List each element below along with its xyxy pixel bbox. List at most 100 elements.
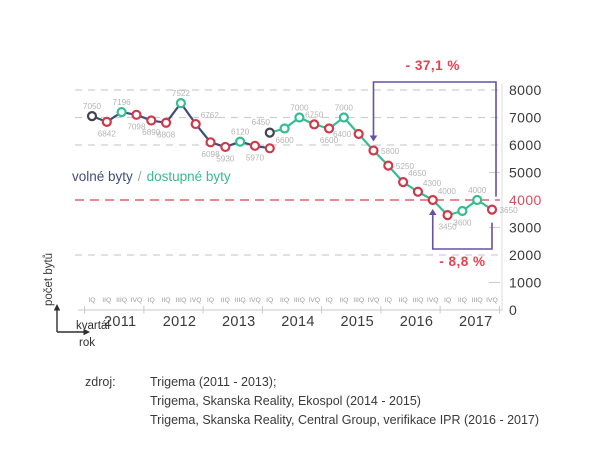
- data-point: [412, 186, 424, 197]
- y-tick-label: 1000: [509, 275, 542, 291]
- data-point-label: 6762: [201, 111, 220, 120]
- quarter-label: IIIQ: [175, 297, 186, 304]
- data-point: [427, 194, 438, 206]
- data-point: [457, 205, 468, 217]
- data-point-label: 7000: [290, 104, 309, 113]
- data-point-label: 5250: [396, 162, 415, 171]
- data-point-label: 6750: [305, 110, 324, 119]
- year-label: 2013: [222, 314, 255, 330]
- data-point-label: 5930: [216, 154, 235, 163]
- data-point: [353, 128, 364, 140]
- source-label: zdroj:: [85, 375, 116, 389]
- data-point: [235, 136, 246, 147]
- data-point-label: 6400: [333, 130, 352, 139]
- data-point: [309, 119, 320, 130]
- data-point: [338, 112, 349, 123]
- data-point-label: 3450: [438, 223, 457, 232]
- quarter-label: IQ: [325, 297, 332, 304]
- year-label: 2015: [341, 314, 374, 330]
- quarter-label: IIQ: [102, 297, 111, 304]
- data-point-label: 6098: [201, 150, 220, 159]
- year-label: 2016: [400, 314, 433, 330]
- data-point-label: 3650: [500, 206, 519, 215]
- source-block: zdroj: Trigema (2011 - 2013); Trigema, S…: [85, 373, 539, 430]
- arrow-right-icon: [83, 328, 90, 336]
- quarter-label: IVQ: [190, 297, 202, 304]
- data-point: [264, 127, 275, 138]
- quarter-label: IVQ: [308, 297, 320, 304]
- quarter-label: IIQ: [339, 297, 348, 304]
- data-point: [220, 141, 231, 153]
- year-label: 2011: [104, 314, 136, 330]
- quarter-label: IVQ: [249, 297, 261, 304]
- data-point: [398, 177, 409, 188]
- annotation-label: - 8,8 %: [439, 254, 485, 269]
- data-point-label: 6600: [275, 136, 294, 145]
- quarter-label: IVQ: [131, 297, 143, 304]
- data-point: [486, 204, 498, 215]
- data-point-label: 4300: [423, 179, 442, 188]
- quarter-label: IIQ: [399, 297, 408, 304]
- arrow-up-icon: [53, 304, 61, 311]
- y-tick-label: 6000: [509, 137, 542, 153]
- y-tick-label: 3000: [509, 220, 542, 236]
- quarter-label: IVQ: [368, 297, 380, 304]
- quarter-label: IIIQ: [412, 297, 423, 304]
- data-point: [101, 116, 112, 127]
- y-tick-label: 5000: [509, 165, 542, 181]
- data-point: [146, 115, 157, 126]
- quarter-label: IIQ: [280, 297, 289, 304]
- quarter-label: IQ: [385, 297, 392, 304]
- data-point: [160, 117, 172, 128]
- quarter-label: IQ: [207, 297, 214, 304]
- quarter-label: IVQ: [427, 297, 439, 304]
- quarter-label: IQ: [148, 297, 155, 304]
- data-point-label: 4000: [468, 186, 487, 195]
- quarter-label: IVQ: [486, 297, 498, 304]
- data-point: [323, 123, 335, 134]
- y-tick-label: 4000: [509, 192, 542, 208]
- data-point-label: 4000: [438, 187, 457, 196]
- data-point-label: 5970: [246, 153, 265, 162]
- y-axis-title: počet bytů: [43, 253, 55, 306]
- data-point: [190, 118, 201, 130]
- data-point: [205, 137, 216, 148]
- quarter-label: IIIQ: [235, 297, 246, 304]
- data-point: [131, 109, 142, 120]
- y-tick-label: 8000: [509, 82, 542, 98]
- data-point: [175, 98, 186, 109]
- data-point-label: 7522: [172, 89, 191, 98]
- y-tick-label: 7000: [509, 110, 542, 126]
- quarter-label: IIQ: [458, 297, 467, 304]
- data-point: [294, 112, 305, 123]
- data-point: [368, 145, 379, 156]
- data-point-label: 6450: [252, 118, 271, 127]
- arrow-up-icon: [428, 209, 437, 215]
- source-line: Trigema, Skanska Reality, Ekospol (2014 …: [150, 394, 421, 408]
- legend-separator: /: [138, 169, 142, 184]
- source-line: Trigema (2011 - 2013);: [150, 375, 277, 389]
- quarter-label: IQ: [88, 297, 95, 304]
- data-point: [86, 111, 98, 122]
- quarter-label: IIIQ: [353, 297, 364, 304]
- data-point-label: 3600: [453, 219, 472, 228]
- data-point: [472, 194, 483, 206]
- data-point: [383, 160, 394, 171]
- data-point-label: 7098: [127, 122, 146, 131]
- quarter-label: IIIQ: [294, 297, 305, 304]
- series-line: [268, 116, 494, 217]
- data-point: [264, 143, 275, 154]
- quarter-label: IIIQ: [116, 297, 127, 304]
- data-point-label: 7196: [113, 98, 132, 107]
- source-lines: Trigema (2011 - 2013); Trigema, Skanska …: [150, 373, 539, 430]
- data-point: [442, 210, 453, 221]
- quarter-label: IQ: [444, 297, 451, 304]
- data-point-label: 6890: [142, 128, 161, 137]
- data-point: [249, 140, 261, 151]
- data-point-label: 6808: [157, 130, 176, 139]
- legend: volné byty / dostupné byty: [72, 169, 231, 184]
- quarter-label: IQ: [266, 297, 273, 304]
- y-tick-label: 0: [509, 302, 517, 318]
